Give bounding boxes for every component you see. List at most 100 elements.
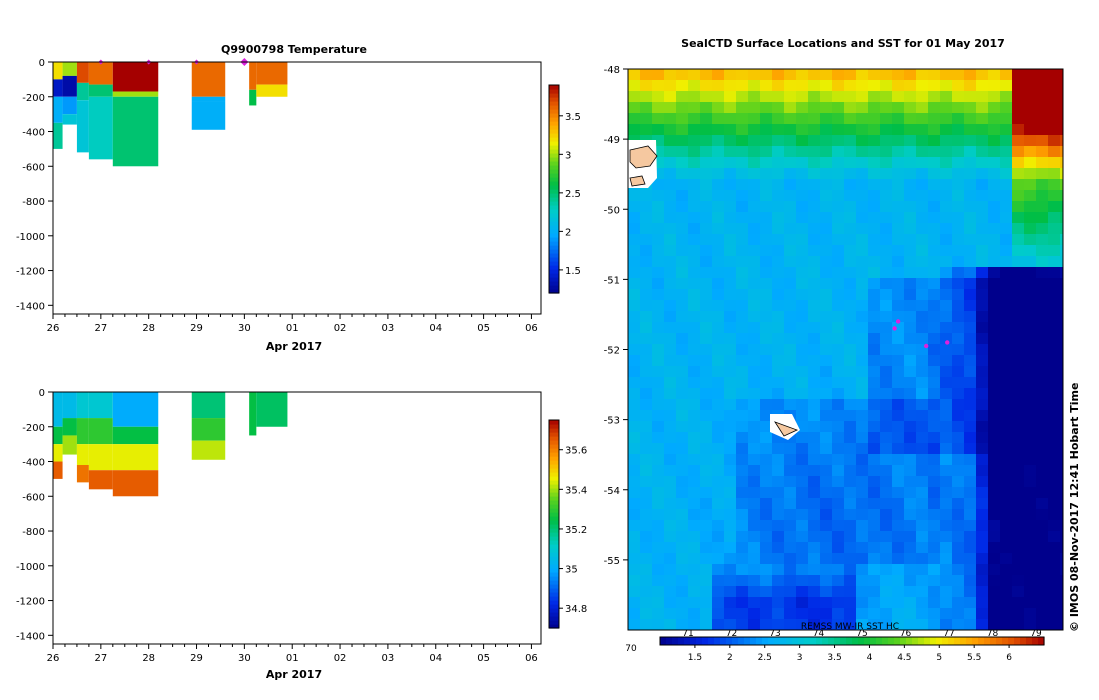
sst-cell [712,69,725,81]
y-tick-label: -400 [22,458,45,469]
sst-cell [796,399,809,411]
sst-cell [640,454,653,466]
sst-cell [940,333,953,345]
sst-cell [976,619,989,630]
sst-cell [736,168,749,180]
sst-cell [724,113,737,125]
sst-cell [772,520,785,532]
sst-cell [820,586,833,598]
sst-cell [1036,619,1049,630]
sst-cell [1048,399,1061,411]
sst-cell [688,289,701,301]
sst-cell [928,311,941,323]
profile-layer [53,62,63,80]
colorbar-cell [549,133,559,138]
sst-cell [916,69,929,81]
sst-cell [664,344,677,356]
sst-cell [856,245,869,257]
sst-cell [928,344,941,356]
sst-cell [796,256,809,268]
sst-cell [748,575,761,587]
sst-cell [976,399,989,411]
colorbar-tick-label: 2 [565,227,571,238]
sst-cell [832,113,845,125]
sst-cell [940,234,953,246]
sst-cell [928,190,941,202]
sst-colorbar-cell [804,637,811,645]
sst-cell [1000,322,1013,334]
profile-layer [62,435,77,455]
sst-cell [988,454,1001,466]
sst-cell [760,201,773,213]
sst-cell [916,465,929,477]
sst-cell [808,245,821,257]
sst-cell [988,564,1001,576]
sst-cell [724,575,737,587]
sst-cell [760,289,773,301]
sst-cell [760,113,773,125]
sst-cell [796,289,809,301]
sst-cell [880,267,893,279]
sst-cell [916,608,929,620]
sst-cell [700,113,713,125]
sst-cell [1000,443,1013,455]
profile-layer [62,75,77,97]
sst-cell [940,619,953,630]
sst-cell [760,476,773,488]
sst-cell [976,69,989,81]
sst-cell [664,388,677,400]
sst-cell [928,410,941,422]
sst-cell [1000,201,1013,213]
sst-colorbar-top-label: 74 [813,629,825,639]
sst-cell [868,487,881,499]
sst-cell [1012,454,1025,466]
y-tick-label: -1200 [16,267,45,278]
sst-cell [736,322,749,334]
sst-cell [988,267,1001,279]
sst-cell [904,168,917,180]
sst-cell [724,102,737,114]
sst-cell [796,498,809,510]
sst-cell [676,498,689,510]
sst-cell [880,608,893,620]
sst-cell [952,344,965,356]
sst-cell [1024,80,1037,92]
colorbar-cell [549,480,559,485]
sst-cell [892,245,905,257]
sst-cell [1048,597,1061,609]
sst-cell [724,146,737,158]
map-y-tick-label: -53 [604,416,620,427]
sst-cell [772,267,785,279]
sst-cell [796,91,809,103]
sst-cell [760,322,773,334]
sst-cell [820,553,833,565]
sst-cell [940,355,953,367]
sst-cell [1012,487,1025,499]
sst-cell [712,366,725,378]
sst-cell [724,465,737,477]
sst-cell [904,135,917,147]
colorbar-cell [549,277,559,282]
sst-cell [724,289,737,301]
sst-cell [784,333,797,345]
sst-cell [748,432,761,444]
sst-cell [1012,509,1025,521]
sst-cell [1012,102,1025,114]
sst-cell [736,498,749,510]
sst-cell [1048,388,1061,400]
sst-cell [844,520,857,532]
sst-cell [988,542,1001,554]
sst-cell [880,498,893,510]
sst-cell [820,388,833,400]
sst-cell [1000,564,1013,576]
colorbar-cell [549,125,559,130]
colorbar-cell [549,233,559,238]
sst-cell [832,322,845,334]
sst-cell [1048,124,1061,136]
sst-cell [796,146,809,158]
colorbar-cell [549,237,559,242]
sst-cell [652,245,665,257]
salinity-y-ticks: 0-200-400-600-800-1000-1200-1400 [16,388,53,642]
map-y-ticks: -48-49-50-51-52-53-54-55 [604,65,628,567]
sst-cell [1048,69,1061,81]
